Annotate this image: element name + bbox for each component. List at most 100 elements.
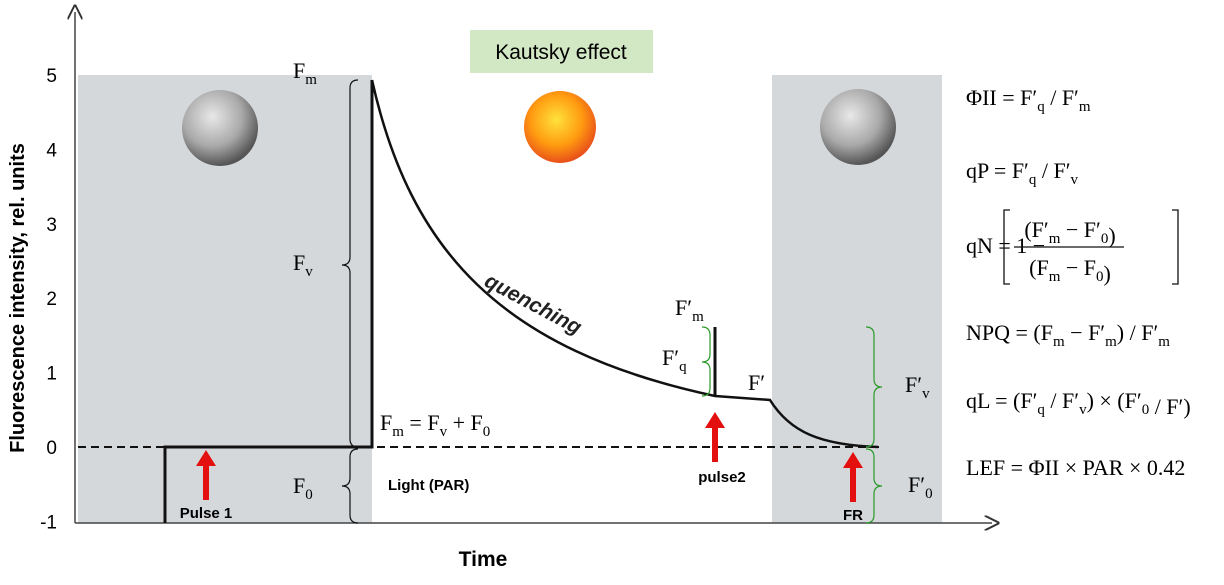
label-part: ) × (F′ xyxy=(1087,388,1142,413)
light-label: Light (PAR) xyxy=(388,477,469,494)
label-part: qL = (F′ xyxy=(966,388,1037,413)
label-part: ΦII = F′ xyxy=(966,85,1037,110)
label: Fm xyxy=(293,58,317,88)
brace xyxy=(701,326,711,397)
label: qP = F′q / F′v xyxy=(966,158,1079,188)
label-part: F′ xyxy=(662,345,679,370)
pulse-arrow xyxy=(705,412,725,462)
pulse-arrows xyxy=(196,412,863,502)
label-part: ) xyxy=(1108,223,1115,248)
subscript: v xyxy=(305,264,313,280)
label: NPQ = (Fm − F′m) / F′m xyxy=(966,320,1170,350)
y-tick-label: -1 xyxy=(40,512,57,533)
title-box xyxy=(470,30,653,73)
label-part: NPQ = (F xyxy=(966,320,1053,345)
label-part: (F xyxy=(1029,255,1049,280)
label-part: F′ xyxy=(908,472,925,497)
label: Fv xyxy=(293,250,313,280)
y-tick-label: 3 xyxy=(46,215,57,236)
subscript: m xyxy=(692,309,704,325)
label-part: / F′ xyxy=(1045,388,1079,413)
label-part: F xyxy=(293,250,305,275)
y-tick-label: 1 xyxy=(46,364,57,385)
moon-icon xyxy=(820,89,896,165)
subscript: m xyxy=(392,424,404,440)
bracket xyxy=(1003,209,1010,285)
subscript: q xyxy=(679,359,687,375)
label: F′ xyxy=(748,370,765,395)
subscript: m xyxy=(1049,269,1061,285)
label: F′q xyxy=(662,345,687,375)
pulse-arrow xyxy=(196,450,216,500)
label-part: qP = F′ xyxy=(966,158,1029,183)
pulse-label: pulse2 xyxy=(698,469,746,486)
label-part: F xyxy=(293,473,305,498)
subscript: q xyxy=(1029,172,1037,188)
subscript: m xyxy=(1049,231,1061,247)
subscript: m xyxy=(1158,334,1170,350)
subscript: 0 xyxy=(1096,269,1104,285)
label-part: / F′ xyxy=(1045,85,1079,110)
subscript: m xyxy=(1079,99,1091,115)
label-part: ) / F′ xyxy=(1117,320,1159,345)
trace xyxy=(163,80,374,523)
label: (Fm − F0) xyxy=(1029,255,1111,286)
y-ticks: -1 0 1 2 3 4 5 xyxy=(40,66,57,533)
subscript: 0 xyxy=(483,424,491,440)
label-part: F′ xyxy=(675,295,692,320)
brace xyxy=(341,448,359,524)
label-part: F xyxy=(293,58,305,83)
subscript: 0 xyxy=(305,487,313,503)
label: LEF = ΦII × PAR × 0.42 xyxy=(966,455,1185,480)
brace xyxy=(865,448,883,524)
subscript: q xyxy=(1037,402,1045,418)
brace xyxy=(341,79,359,448)
y-axis-label: Fluorescence intensity, rel. units xyxy=(7,143,29,453)
subscript: m xyxy=(1053,334,1065,350)
label-part: F′ xyxy=(748,370,765,395)
label-part: − F′ xyxy=(1060,217,1100,242)
label-part: + F xyxy=(447,410,483,435)
label: Fm = Fv + F0 xyxy=(380,410,490,440)
label: F′0 xyxy=(908,472,933,502)
label: qN = 1 − xyxy=(966,233,1045,258)
label-part: F′ xyxy=(905,372,922,397)
y-tick-label: 0 xyxy=(46,438,57,459)
subscript: 0 xyxy=(925,486,933,502)
y-tick-label: 4 xyxy=(46,140,57,161)
x-axis-label: Time xyxy=(459,548,508,571)
label-part: (F′ xyxy=(1024,217,1048,242)
subscript: 0 xyxy=(1142,402,1150,418)
label: (F′m − F′0) xyxy=(1024,217,1115,248)
label: F′v xyxy=(905,372,930,402)
label: F′m xyxy=(675,295,704,325)
bracket xyxy=(1172,209,1179,285)
subscript: 0 xyxy=(1101,231,1109,247)
label-part: F xyxy=(380,410,392,435)
label-part: LEF = ΦII × PAR × 0.42 xyxy=(966,455,1185,480)
subscript: m xyxy=(305,72,317,88)
label-part: − F xyxy=(1060,255,1096,280)
formulas: ΦII = F′q / F′mqP = F′q / F′vqN = 1 −(F′… xyxy=(966,85,1191,480)
subscript: v xyxy=(440,424,448,440)
subscript: v xyxy=(922,386,930,402)
y-tick-label: 2 xyxy=(46,289,57,310)
pulse-label: Pulse 1 xyxy=(180,505,233,522)
brace xyxy=(865,326,883,448)
title: Kautsky effect xyxy=(495,41,627,64)
pulse-arrow xyxy=(843,452,863,502)
label: qL = (F′q / F′v) × (F′0 / F′) xyxy=(966,388,1191,419)
y-tick-label: 5 xyxy=(46,66,57,87)
subscript: v xyxy=(1079,402,1087,418)
label-part: − F′ xyxy=(1065,320,1105,345)
label-part: ) xyxy=(1104,261,1111,286)
label-part: = F xyxy=(404,410,440,435)
label-part: / F′) xyxy=(1149,394,1191,419)
label: F0 xyxy=(293,473,313,503)
label-part: / F′ xyxy=(1036,158,1070,183)
subscript: q xyxy=(1037,99,1045,115)
sun-icon xyxy=(524,91,596,163)
